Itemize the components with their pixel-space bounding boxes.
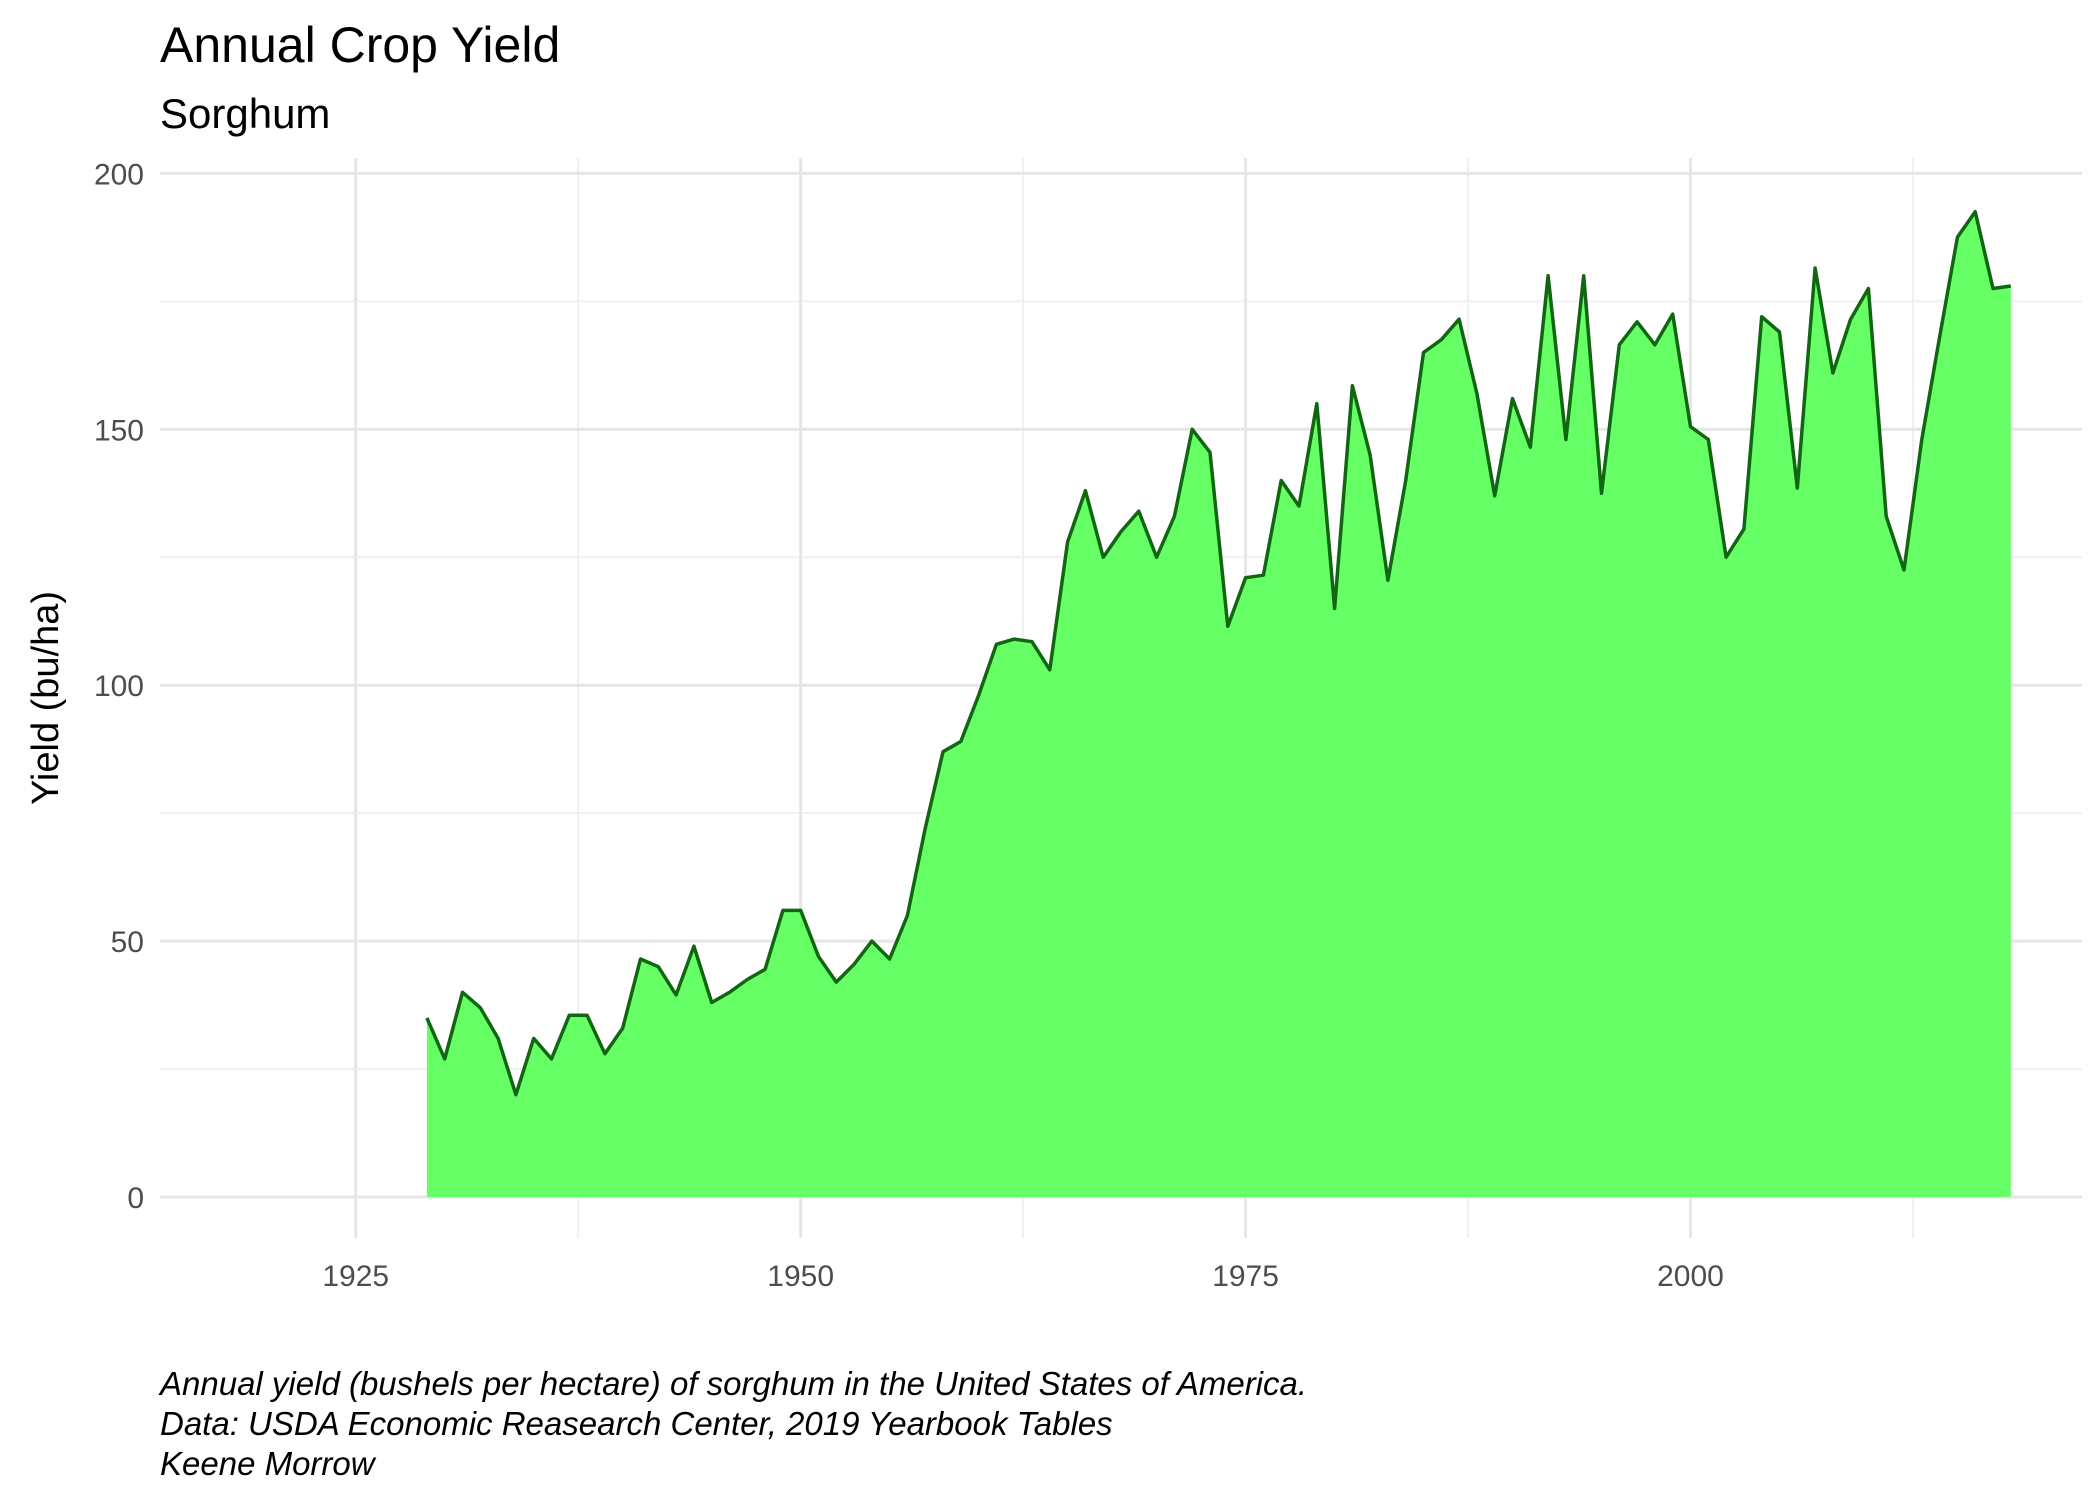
yield-area: [426, 211, 2011, 1198]
caption-line-3: Keene Morrow: [160, 1445, 375, 1482]
x-tick-label: 2000: [1657, 1260, 1724, 1293]
caption-line-2: Data: USDA Economic Reasearch Center, 20…: [160, 1405, 1113, 1442]
y-tick-label: 0: [127, 1182, 144, 1215]
y-tick-label: 200: [94, 158, 144, 191]
y-axis-title: Yield (bu/ha): [25, 591, 67, 805]
caption-line-1: Annual yield (bushels per hectare) of so…: [160, 1365, 1308, 1402]
x-tick-label: 1950: [767, 1260, 834, 1293]
x-axis-ticks: 1925 1950 1975 2000: [322, 1260, 1723, 1293]
x-tick-label: 1975: [1212, 1260, 1279, 1293]
y-tick-label: 150: [94, 414, 144, 447]
x-tick-label: 1925: [322, 1260, 389, 1293]
yield-line: [425, 209, 2012, 1097]
y-axis-ticks: 0 50 100 150 200: [94, 158, 144, 1215]
chart-subtitle: Sorghum: [160, 90, 331, 137]
chart-title: Annual Crop Yield: [160, 17, 561, 73]
y-tick-label: 100: [94, 670, 144, 703]
y-tick-label: 50: [111, 926, 144, 959]
chart-caption: Annual yield (bushels per hectare) of so…: [160, 1364, 1307, 1484]
